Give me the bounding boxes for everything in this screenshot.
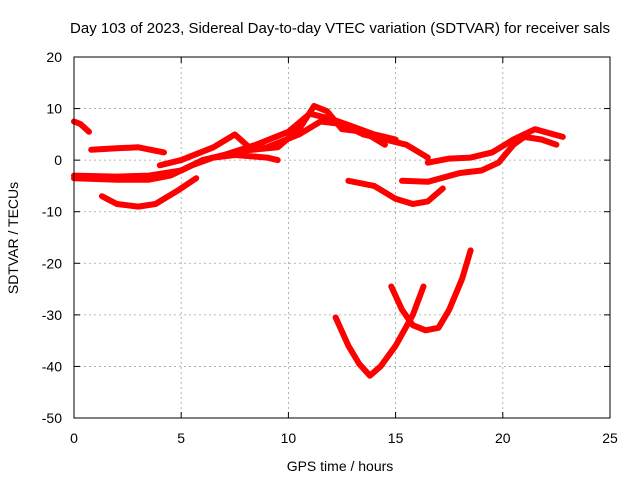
y-tick-label: -20 [42,255,62,271]
y-tick-label: -50 [42,410,62,426]
y-axis-label: SDTVAR / TECUs [5,182,21,294]
x-tick-label: 15 [388,430,404,446]
x-tick-label: 0 [70,430,78,446]
y-tick-label: -30 [42,307,62,323]
x-tick-label: 5 [177,430,185,446]
series-line-sat-h [345,177,446,207]
series-line-sat-g [98,175,200,210]
series-line-sat-k [332,283,427,379]
x-axis-label: GPS time / hours [287,458,394,474]
series-line-sat-j [424,126,566,166]
series-line-sat-d [71,152,281,183]
axis-ticks: 0 5 10 15 20 25 20 10 0 -10 -20 -30 -40 -50 [42,49,618,446]
series-line-sat-b [88,144,167,156]
series-line-sat-a [71,118,92,135]
x-tick-label: 25 [602,430,618,446]
series-line-sat-i [399,133,560,185]
x-tick-label: 10 [281,430,297,446]
chart-title: Day 103 of 2023, Sidereal Day-to-day VTE… [70,20,610,37]
plot-frame [73,56,611,419]
series-line-sat-l [388,247,474,334]
data-series-group [71,103,566,379]
grid [74,57,610,418]
x-tick-label: 20 [495,430,511,446]
y-tick-label: -10 [42,204,62,220]
y-tick-label: 0 [54,152,62,168]
y-tick-label: 10 [46,101,62,117]
series-line-sat-f [221,110,399,158]
series-line-sat-e [156,103,388,169]
y-tick-label: 20 [46,49,62,65]
y-tick-label: -40 [42,358,62,374]
